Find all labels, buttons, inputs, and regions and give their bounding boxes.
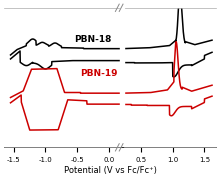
X-axis label: Potential (V vs Fc/Fc⁺): Potential (V vs Fc/Fc⁺) (64, 166, 156, 175)
Bar (119, 8, 124, 147)
Text: PBN-18: PBN-18 (74, 35, 112, 44)
Text: PBN-19: PBN-19 (81, 69, 118, 78)
